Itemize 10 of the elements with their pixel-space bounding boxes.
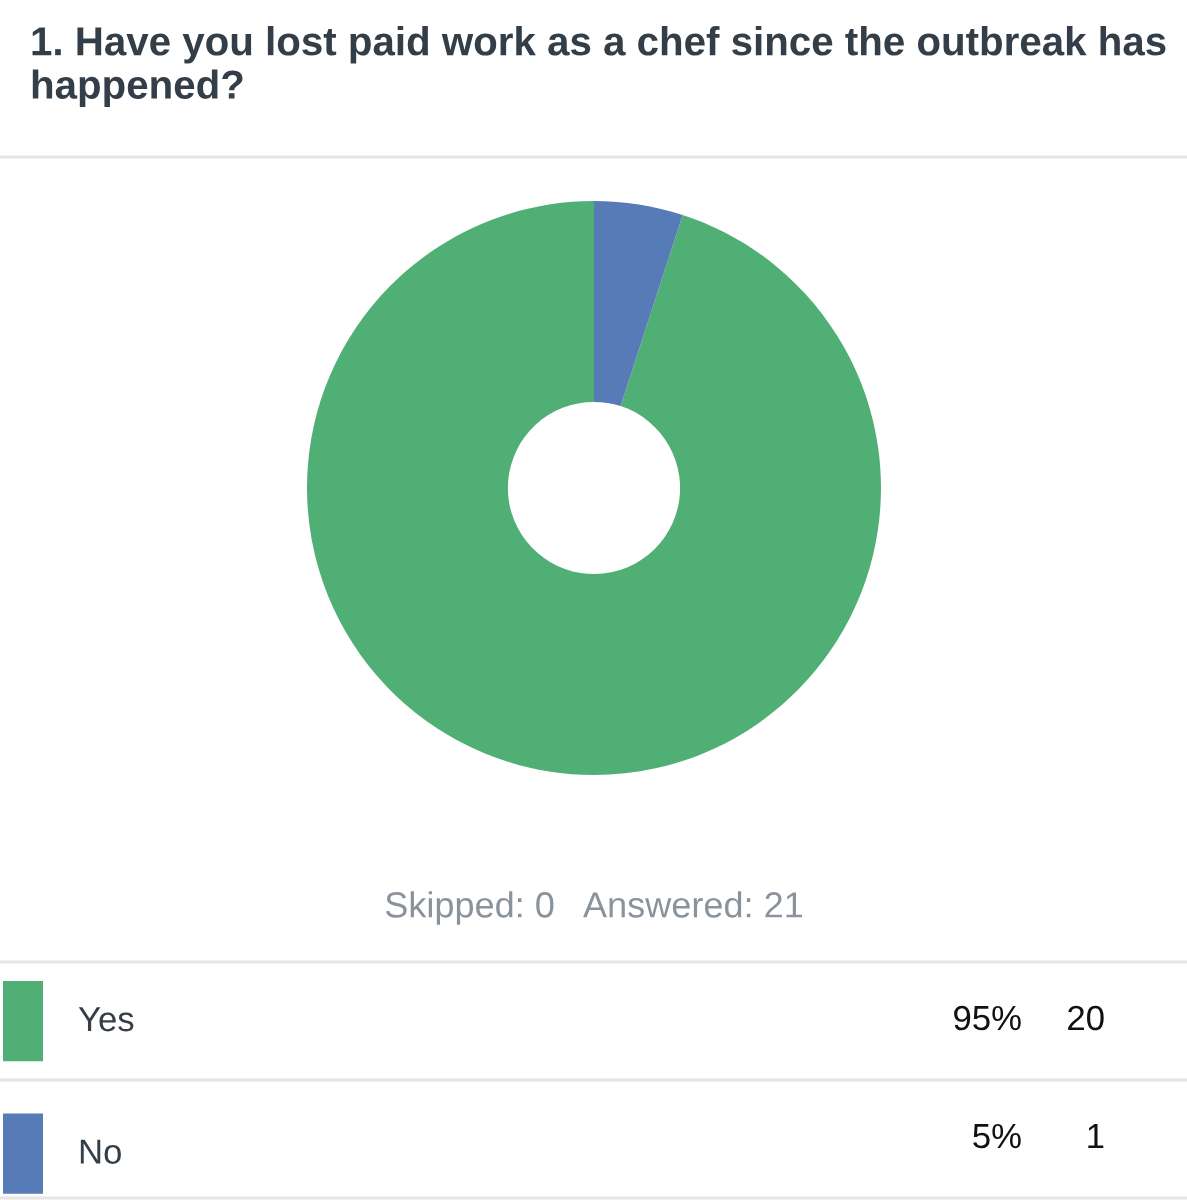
data-label: 5% <box>973 1123 1021 1149</box>
data-label: 95% <box>954 1005 1021 1031</box>
legend-label: No <box>80 1139 121 1164</box>
donut-slice <box>594 201 683 407</box>
text: 20 <box>1068 1005 1104 1031</box>
text: Skipped: 0 Answered: 21 <box>385 891 803 925</box>
text: 1 <box>1088 1124 1104 1148</box>
donut-slice <box>307 201 881 775</box>
legend-label: Yes <box>78 1007 134 1032</box>
chart-title: 1. Have you lost paid work as a chef since the outbreak has happened? <box>32 26 1166 107</box>
